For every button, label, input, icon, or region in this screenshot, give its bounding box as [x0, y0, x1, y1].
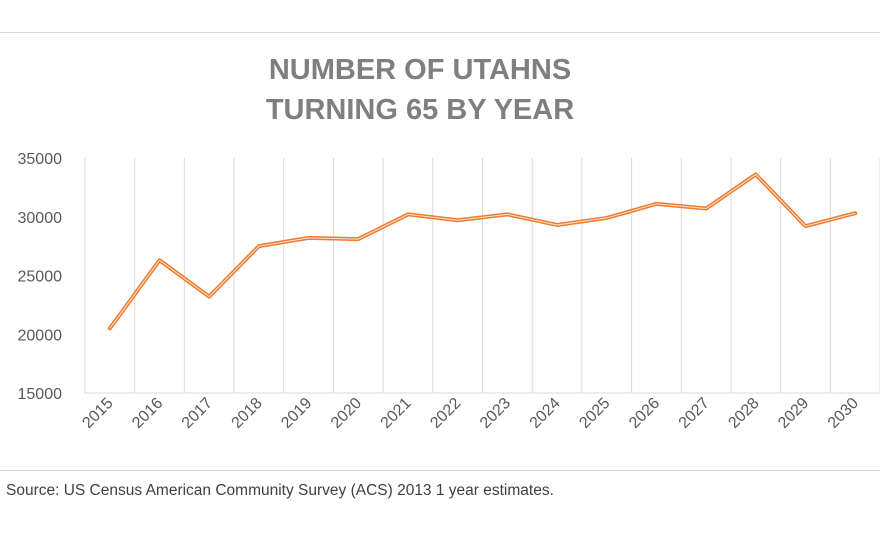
chart-title-line-1: NUMBER OF UTAHNS: [268, 54, 572, 86]
y-axis: 15000 20000 25000 30000 35000: [18, 151, 63, 403]
y-tick-label: 35000: [18, 151, 63, 168]
x-tick-label: 2017: [179, 395, 216, 432]
x-tick-label: 2018: [229, 395, 266, 432]
x-tick-label: 2026: [626, 395, 663, 432]
bottom-divider: [0, 470, 880, 471]
x-tick-label: 2019: [278, 395, 315, 432]
gridlines: [84, 158, 880, 394]
x-tick-label: 2030: [825, 395, 862, 432]
top-divider: [0, 32, 880, 33]
x-axis: 2015 2016 2017 2018 2019 2020 2021 2022 2023 2024…: [79, 395, 862, 432]
x-tick-label: 2028: [725, 395, 762, 432]
y-tick-label: 15000: [18, 386, 63, 403]
x-tick-label: 2025: [576, 395, 613, 432]
x-tick-label: 2024: [527, 395, 564, 432]
x-tick-label: 2020: [328, 395, 365, 432]
y-tick-label: 25000: [18, 269, 63, 286]
x-tick-label: 2021: [378, 395, 415, 432]
chart-title-line-2: TURNING 65 BY YEAR: [265, 94, 575, 126]
y-tick-label: 30000: [18, 210, 63, 227]
x-tick-label: 2016: [129, 395, 166, 432]
series-line-highlight: [109, 173, 856, 329]
x-tick-label: 2022: [427, 395, 464, 432]
x-tick-label: 2029: [775, 395, 812, 432]
x-tick-label: 2015: [79, 395, 116, 432]
chart-title: NUMBER OF UTAHNS TURNING 65 BY YEAR: [200, 50, 640, 130]
x-tick-label: 2023: [477, 395, 514, 432]
series-layer: [107, 172, 858, 331]
x-tick-label: 2027: [676, 395, 713, 432]
source-note: Source: US Census American Community Sur…: [6, 482, 554, 499]
y-tick-label: 20000: [18, 327, 63, 344]
